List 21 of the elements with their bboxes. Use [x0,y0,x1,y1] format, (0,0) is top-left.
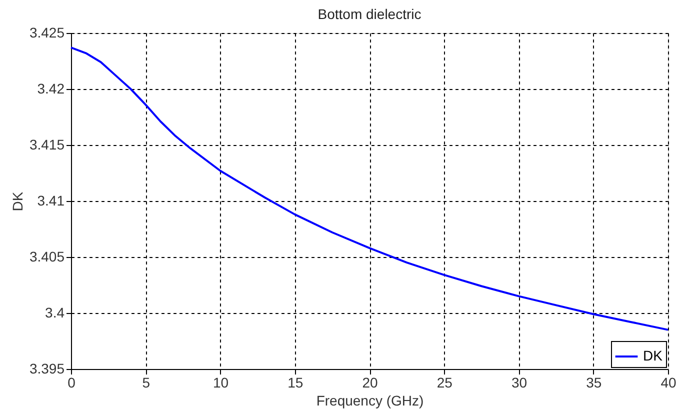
line-series [70,46,669,331]
x-tick-label: 30 [511,374,528,390]
y-tick-label: 3.395 [29,360,65,376]
x-tick-label: 25 [436,374,453,390]
x-tick-label: 15 [288,374,304,390]
y-tick-label: 3.41 [37,192,65,208]
x-tick-label: 0 [68,374,76,390]
x-tick-label: 40 [660,374,676,390]
legend-label: DK [643,348,664,364]
x-axis-title: Frequency (GHz) [316,392,424,408]
y-tick-label: 3.405 [29,248,65,264]
y-tick-label: 3.415 [29,136,65,152]
chart-title: Bottom dielectric [318,6,422,22]
y-tick-label: 3.425 [29,24,65,40]
y-tick-label: 3.4 [45,304,65,320]
y-axis-title: DK [9,191,26,212]
x-tick-label: 10 [212,374,229,390]
x-tick-label: 20 [362,374,378,390]
x-tick-label: 5 [142,374,150,390]
x-tick-label: 35 [586,374,602,390]
y-tick-label: 3.42 [37,80,65,96]
